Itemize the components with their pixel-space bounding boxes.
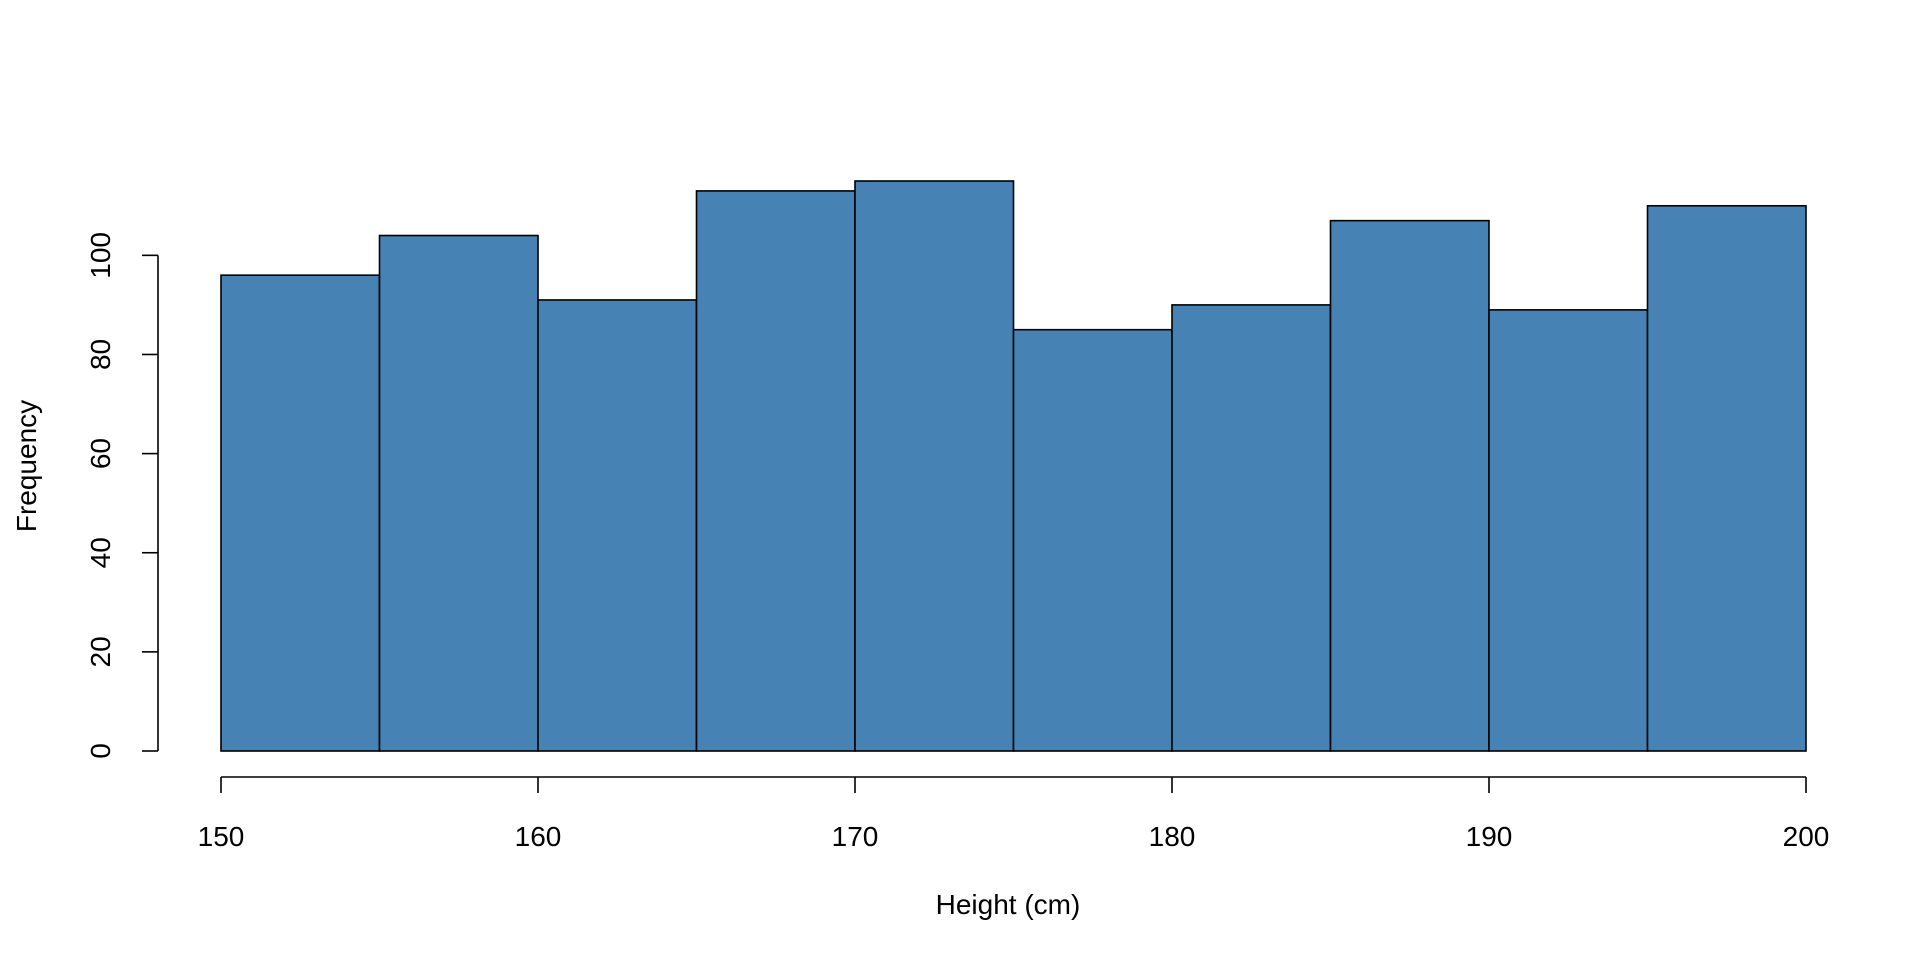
x-tick-label: 170	[832, 821, 879, 852]
x-tick-label: 150	[198, 821, 245, 852]
x-tick-label: 190	[1466, 821, 1513, 852]
y-tick-label: 80	[85, 339, 116, 370]
histogram-bar	[1488, 309, 1649, 752]
x-tick-label: 200	[1783, 821, 1830, 852]
histogram-bar	[1012, 328, 1173, 752]
y-tick-label: 40	[85, 537, 116, 568]
histogram-bar	[378, 234, 539, 752]
histogram-bar	[854, 180, 1015, 752]
y-tick-label: 20	[85, 636, 116, 667]
x-tick-label: 180	[1149, 821, 1196, 852]
x-tick-label: 160	[515, 821, 562, 852]
y-tick-label: 60	[85, 438, 116, 469]
histogram-bar	[695, 190, 856, 752]
y-tick-label: 100	[85, 232, 116, 279]
histogram-bar	[1329, 219, 1490, 752]
x-axis-label: Height (cm)	[936, 889, 1081, 920]
y-axis-label: Frequency	[11, 400, 42, 532]
histogram-bar	[1171, 304, 1332, 752]
histogram-bar	[1646, 204, 1807, 752]
histogram-bar	[537, 299, 698, 752]
histogram-bar	[220, 274, 381, 752]
x-axis: 150 160 170 180 190 200	[198, 776, 1830, 852]
y-tick-label: 0	[85, 743, 116, 759]
histogram-bars	[220, 180, 1807, 752]
y-axis: 0 20 40 60 80 100	[85, 232, 159, 759]
